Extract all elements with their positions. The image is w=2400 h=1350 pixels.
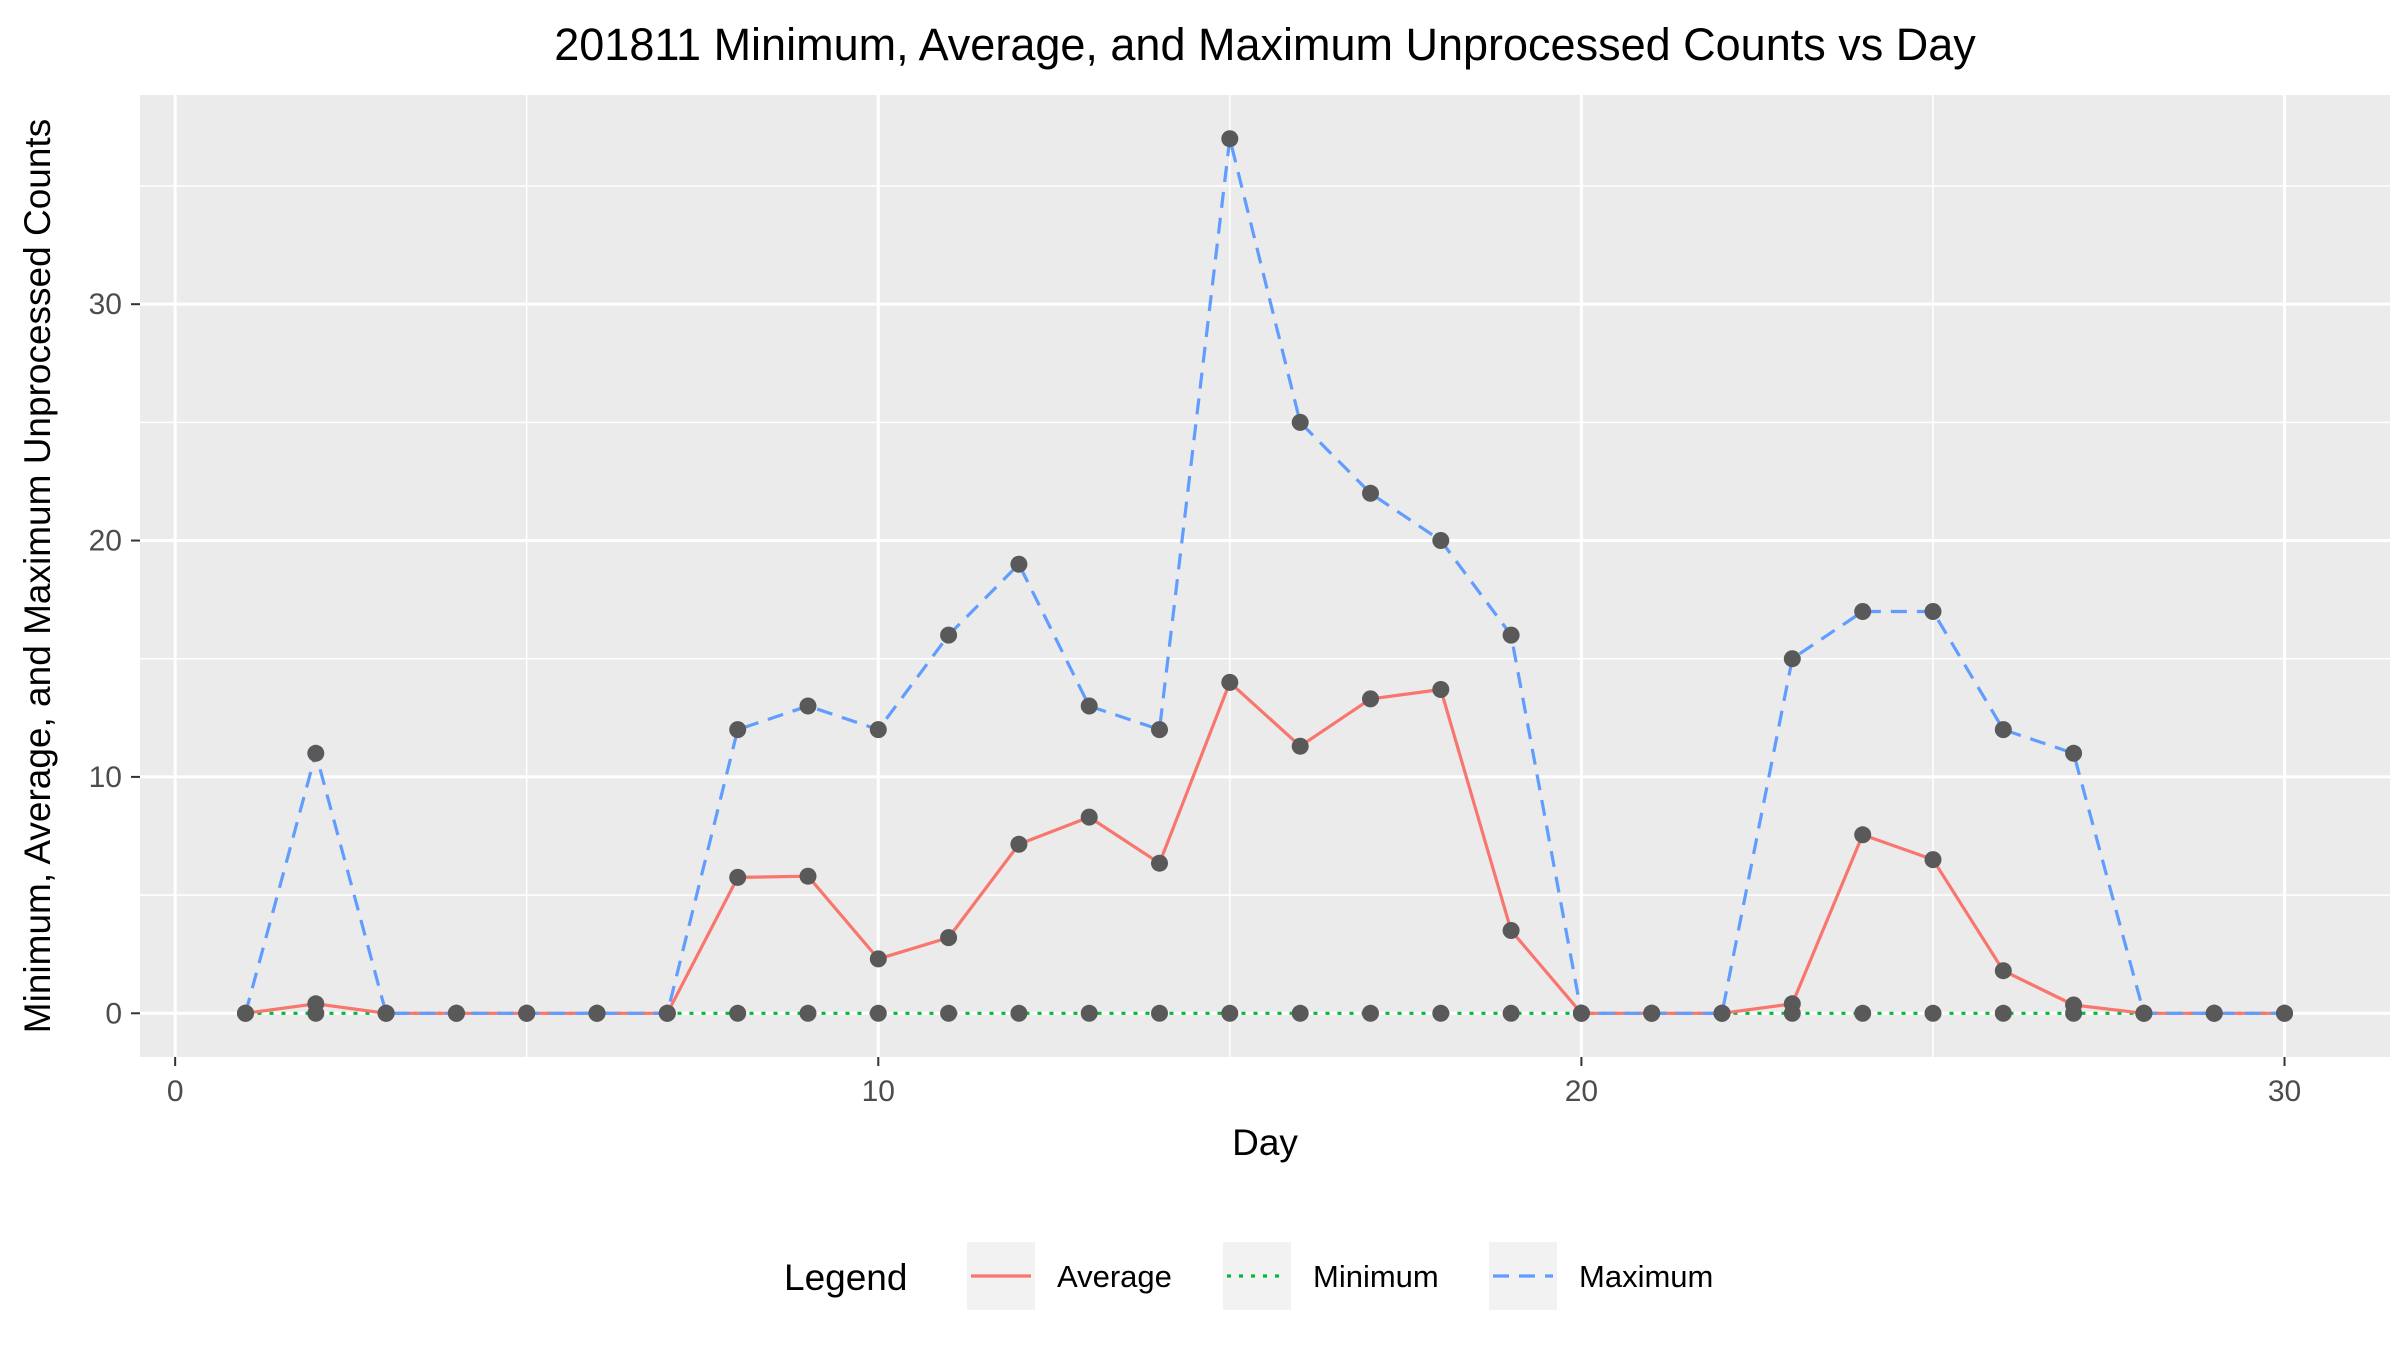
data-point-minimum: [729, 1004, 747, 1022]
data-point-maximum: [729, 721, 747, 739]
data-point-maximum: [1643, 1004, 1661, 1022]
y-tick-label: 0: [105, 997, 122, 1030]
data-point-maximum: [1221, 130, 1239, 148]
x-tick-label: 10: [862, 1075, 895, 1108]
data-point-maximum: [307, 744, 325, 762]
data-point-maximum: [2276, 1004, 2293, 1022]
series-line-maximum: [243, 137, 2285, 1015]
data-point-maximum: [658, 1004, 676, 1022]
y-axis-title: Minimum, Average, and Maximum Unprocesse…: [17, 119, 58, 1033]
data-point-minimum: [1432, 1004, 1450, 1022]
y-axis: 0 10 20 30: [89, 288, 140, 1030]
data-point-average: [1362, 690, 1379, 708]
data-point-maximum: [518, 1004, 536, 1022]
y-tick-label: 20: [89, 525, 122, 558]
data-point-minimum: [1783, 1004, 1801, 1022]
data-point-maximum: [869, 721, 887, 739]
x-tick-label: 30: [2268, 1075, 2301, 1108]
data-point-minimum: [1362, 1004, 1379, 1022]
data-point-maximum: [2065, 744, 2083, 762]
legend-label-average: Average: [1057, 1259, 1172, 1294]
data-point-maximum: [1010, 555, 1028, 573]
data-point-maximum: [2205, 1004, 2223, 1022]
legend-key-minimum: [1223, 1242, 1291, 1310]
data-point-minimum: [1854, 1004, 1872, 1022]
y-tick-label: 30: [89, 288, 122, 321]
x-tick-label: 0: [167, 1075, 184, 1108]
data-point-average: [1854, 826, 1872, 844]
data-point-maximum: [2135, 1004, 2153, 1022]
data-point-minimum: [1994, 1004, 2012, 1022]
data-point-minimum: [1924, 1004, 1942, 1022]
data-point-minimum: [1221, 1004, 1239, 1022]
data-point-maximum: [1572, 1004, 1590, 1022]
series-lines: [243, 137, 2285, 1015]
data-point-minimum: [2065, 1004, 2083, 1022]
data-point-average: [1221, 673, 1239, 691]
data-point-average: [729, 868, 747, 886]
data-point-maximum: [1080, 697, 1098, 715]
y-tick-label: 10: [89, 761, 122, 794]
data-point-minimum: [799, 1004, 817, 1022]
x-tick-label: 20: [1565, 1075, 1598, 1108]
data-point-average: [1291, 737, 1309, 755]
data-point-average: [799, 867, 817, 885]
plot-panel: [140, 95, 2390, 1057]
data-point-maximum: [1924, 603, 1942, 620]
data-point-minimum: [307, 1004, 325, 1022]
data-point-minimum: [1291, 1004, 1309, 1022]
data-point-maximum: [1502, 626, 1520, 644]
data-point-maximum: [588, 1004, 606, 1022]
data-point-maximum: [1432, 532, 1450, 549]
data-point-minimum: [940, 1004, 958, 1022]
data-point-average: [1924, 851, 1942, 869]
data-point-maximum: [1713, 1004, 1731, 1022]
data-point-minimum: [1080, 1004, 1098, 1022]
minor-gridlines: [140, 95, 2390, 1057]
data-point-average: [869, 950, 887, 968]
legend: Legend Average Minimum Maximum: [784, 1242, 1713, 1310]
data-point-minimum: [1010, 1004, 1028, 1022]
data-point-maximum: [1291, 413, 1309, 431]
legend-label-maximum: Maximum: [1579, 1259, 1713, 1294]
data-point-maximum: [940, 626, 958, 644]
legend-title: Legend: [784, 1257, 907, 1298]
data-point-average: [940, 929, 958, 947]
legend-label-minimum: Minimum: [1313, 1259, 1439, 1294]
data-point-average: [1994, 962, 2012, 980]
data-point-minimum: [1151, 1004, 1168, 1022]
data-point-average: [1502, 922, 1520, 939]
data-point-maximum: [1854, 603, 1872, 620]
data-point-average: [1432, 681, 1450, 698]
data-point-minimum: [869, 1004, 887, 1022]
x-axis: 0 10 20 30: [167, 1057, 2301, 1108]
data-point-maximum: [447, 1004, 465, 1022]
data-point-average: [1080, 808, 1098, 826]
data-point-minimum: [1502, 1004, 1520, 1022]
data-point-maximum: [377, 1004, 395, 1022]
chart-title: 201811 Minimum, Average, and Maximum Unp…: [554, 19, 1976, 70]
x-axis-title: Day: [1232, 1122, 1298, 1163]
data-point-maximum: [799, 697, 817, 715]
data-point-maximum: [237, 1004, 254, 1022]
data-point-average: [1151, 854, 1168, 872]
data-point-maximum: [1994, 721, 2012, 739]
data-point-maximum: [1783, 650, 1801, 668]
data-point-maximum: [1362, 484, 1379, 502]
data-points: [237, 130, 2293, 1022]
data-point-maximum: [1151, 721, 1168, 739]
data-point-average: [1010, 835, 1028, 853]
